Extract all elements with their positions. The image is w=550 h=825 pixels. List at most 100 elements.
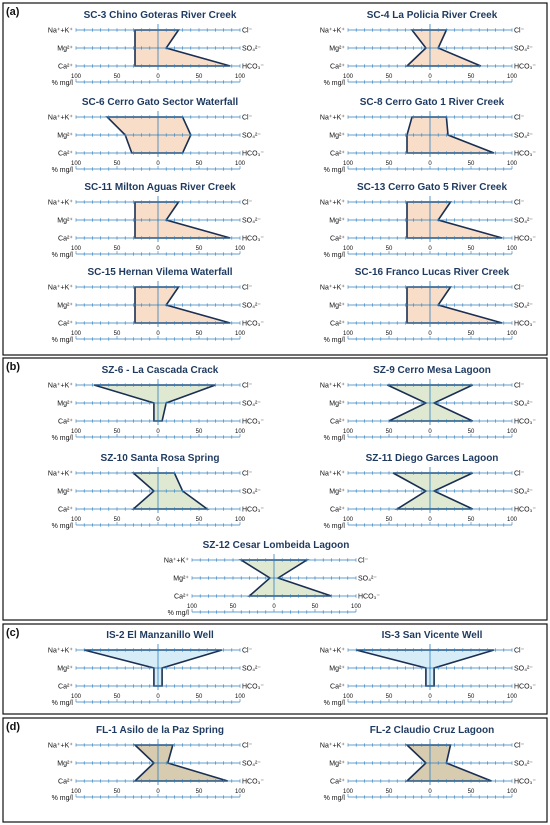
scale-tick-label: 100 xyxy=(351,604,362,610)
scale-tick-label: 100 xyxy=(235,694,246,700)
cation-label: Mg²⁺ xyxy=(329,218,345,225)
anion-label: SO₄²⁻ xyxy=(358,576,377,583)
anion-label: HCO₃⁻ xyxy=(242,321,264,328)
scale-tick-label: 100 xyxy=(71,331,82,337)
cation-label: Na⁺+K⁺ xyxy=(320,200,345,207)
scale-tick-label: 50 xyxy=(386,429,393,435)
stiff-diagram: SC-16 Franco Lucas River Creek Na⁺+K⁺ Cl⁻ M… xyxy=(320,267,537,344)
scale-tick-label: 0 xyxy=(428,429,432,435)
scale-tick-label: 100 xyxy=(71,161,82,167)
unit-label: % mg/l xyxy=(52,80,74,87)
scale-tick-label: 100 xyxy=(343,331,354,337)
scale-tick-label: 50 xyxy=(468,789,475,795)
scale-tick-label: 0 xyxy=(156,331,160,337)
unit-label: % mg/l xyxy=(324,252,346,259)
unit-label: % mg/l xyxy=(324,167,346,174)
scale-tick-label: 50 xyxy=(196,74,203,80)
scale-tick-label: 100 xyxy=(343,517,354,523)
anion-label: Cl⁻ xyxy=(242,28,253,35)
anion-label: Cl⁻ xyxy=(242,285,253,292)
anion-label: Cl⁻ xyxy=(514,471,525,478)
anion-label: Cl⁻ xyxy=(242,383,253,390)
cation-label: Ca²⁺ xyxy=(330,419,345,426)
stiff-diagram: FL-2 Claudio Cruz Lagoon Na⁺+K⁺ Cl⁻ Mg²⁺ SO₄… xyxy=(320,725,537,802)
cation-label: Na⁺+K⁺ xyxy=(48,28,73,35)
unit-label: % mg/l xyxy=(324,700,346,707)
scale-tick-label: 100 xyxy=(71,789,82,795)
scale-tick-label: 50 xyxy=(386,246,393,252)
cation-label: Ca²⁺ xyxy=(330,507,345,514)
anion-label: SO₄²⁻ xyxy=(242,401,261,408)
cation-label: Na⁺+K⁺ xyxy=(320,743,345,750)
scale-tick-label: 100 xyxy=(507,429,518,435)
anion-label: HCO₃⁻ xyxy=(242,236,264,243)
anion-label: Cl⁻ xyxy=(514,285,525,292)
panel-label: (d) xyxy=(6,721,20,733)
unit-label: % mg/l xyxy=(52,795,74,802)
panel-label: (b) xyxy=(6,361,20,373)
diagram-title: IS-2 El Manzanillo Well xyxy=(106,630,214,641)
cation-label: Ca²⁺ xyxy=(58,236,73,243)
scale-tick-label: 100 xyxy=(235,789,246,795)
scale-tick-label: 0 xyxy=(428,331,432,337)
diagram-title: FL-1 Asilo de la Paz Spring xyxy=(96,725,224,736)
cation-label: Ca²⁺ xyxy=(58,151,73,158)
anion-label: SO₄²⁻ xyxy=(514,46,533,53)
anion-label: SO₄²⁻ xyxy=(242,46,261,53)
anion-label: SO₄²⁻ xyxy=(514,761,533,768)
scale-tick-label: 50 xyxy=(468,517,475,523)
cation-label: Ca²⁺ xyxy=(58,64,73,71)
anion-label: Cl⁻ xyxy=(242,115,253,122)
cation-label: Mg²⁺ xyxy=(57,133,73,140)
scale-tick-label: 50 xyxy=(468,694,475,700)
scale-tick-label: 100 xyxy=(507,246,518,252)
cation-label: Na⁺+K⁺ xyxy=(320,383,345,390)
cation-label: Mg²⁺ xyxy=(57,489,73,496)
scale-tick-label: 0 xyxy=(156,161,160,167)
scale-tick-label: 100 xyxy=(71,429,82,435)
anion-label: Cl⁻ xyxy=(514,743,525,750)
scale-tick-label: 100 xyxy=(507,74,518,80)
diagram-title: SC-15 Hernan Vilema Waterfall xyxy=(87,267,232,278)
scale-tick-label: 50 xyxy=(196,246,203,252)
unit-label: % mg/l xyxy=(52,435,74,442)
diagram-title: SC-16 Franco Lucas River Creek xyxy=(355,267,510,278)
anion-label: HCO₃⁻ xyxy=(514,64,536,71)
cation-label: Ca²⁺ xyxy=(330,151,345,158)
diagram-title: SC-13 Cerro Gato 5 River Creek xyxy=(357,182,508,193)
panel: (d) FL-1 Asilo de la Paz Spring Na⁺+K⁺ Cl⁻ M… xyxy=(2,717,548,823)
scale-tick-label: 0 xyxy=(156,246,160,252)
diagram-title: SC-4 La Policia River Creek xyxy=(367,10,498,21)
scale-tick-label: 100 xyxy=(343,246,354,252)
stiff-diagram: IS-2 El Manzanillo Well Na⁺+K⁺ Cl⁻ Mg²⁺ SO₄²… xyxy=(48,630,265,707)
scale-tick-label: 100 xyxy=(507,161,518,167)
cation-label: Na⁺+K⁺ xyxy=(48,383,73,390)
scale-tick-label: 50 xyxy=(114,789,121,795)
scale-tick-label: 100 xyxy=(71,74,82,80)
cation-label: Na⁺+K⁺ xyxy=(48,743,73,750)
anion-label: SO₄²⁻ xyxy=(514,401,533,408)
scale-tick-label: 100 xyxy=(235,429,246,435)
cation-label: Mg²⁺ xyxy=(329,666,345,673)
scale-tick-label: 100 xyxy=(71,517,82,523)
cation-label: Ca²⁺ xyxy=(330,236,345,243)
cation-label: Ca²⁺ xyxy=(330,779,345,786)
scale-tick-label: 100 xyxy=(507,694,518,700)
cation-label: Na⁺+K⁺ xyxy=(48,115,73,122)
diagram-title: SC-8 Cerro Gato 1 River Creek xyxy=(360,97,505,108)
stiff-diagram: SZ-10 Santa Rosa Spring Na⁺+K⁺ Cl⁻ Mg²⁺ SO₄²… xyxy=(48,453,265,530)
cation-label: Ca²⁺ xyxy=(58,779,73,786)
cation-label: Ca²⁺ xyxy=(330,321,345,328)
anion-label: Cl⁻ xyxy=(242,743,253,750)
scale-tick-label: 100 xyxy=(343,161,354,167)
scale-tick-label: 50 xyxy=(196,694,203,700)
anion-label: SO₄²⁻ xyxy=(242,761,261,768)
scale-tick-label: 50 xyxy=(114,246,121,252)
unit-label: % mg/l xyxy=(52,167,74,174)
unit-label: % mg/l xyxy=(324,80,346,87)
cation-label: Mg²⁺ xyxy=(329,401,345,408)
stiff-diagram: SC-13 Cerro Gato 5 River Creek Na⁺+K⁺ Cl⁻ M… xyxy=(320,182,537,259)
